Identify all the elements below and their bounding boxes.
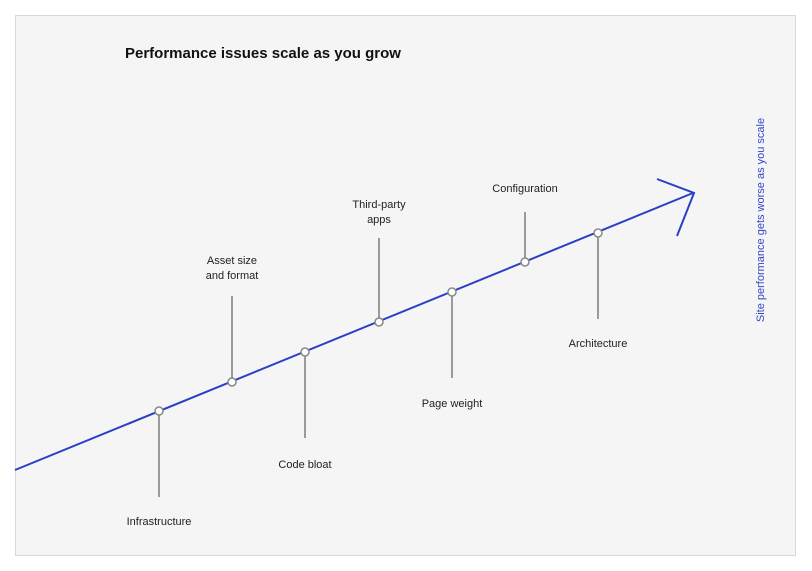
nodes-group (154, 228, 603, 416)
node-asset-size (227, 377, 237, 387)
label-line: Infrastructure (127, 516, 192, 528)
label-asset-size: Asset size and format (206, 255, 259, 282)
label-line: Page weight (422, 398, 483, 410)
side-axis-label: Site performance gets worse as you scale (755, 118, 767, 322)
label-line: Code bloat (278, 459, 331, 471)
diagram-title: Performance issues scale as you grow (125, 45, 401, 62)
label-architecture: Architecture (569, 338, 628, 350)
label-code-bloat: Code bloat (278, 459, 331, 471)
label-line: and format (206, 270, 259, 282)
node-code-bloat (300, 347, 310, 357)
label-line: Architecture (569, 338, 628, 350)
labels-group: Infrastructure Asset size and format Code b… (127, 183, 628, 528)
stems-group (158, 212, 599, 497)
label-line: Third-party (352, 199, 406, 211)
label-infrastructure: Infrastructure (127, 516, 192, 528)
node-configuration (520, 257, 530, 267)
node-infrastructure (154, 406, 164, 416)
label-line: apps (367, 214, 391, 226)
label-line: Configuration (492, 183, 557, 195)
node-third-party (374, 317, 384, 327)
label-page-weight: Page weight (422, 398, 483, 410)
label-line: Asset size (207, 255, 257, 267)
arrow-head-icon (656, 178, 696, 237)
label-configuration: Configuration (492, 183, 557, 195)
node-page-weight (447, 287, 457, 297)
label-third-party: Third-party apps (352, 199, 406, 226)
diagram-panel (15, 15, 796, 556)
node-architecture (593, 228, 603, 238)
trend-line (14, 192, 694, 471)
